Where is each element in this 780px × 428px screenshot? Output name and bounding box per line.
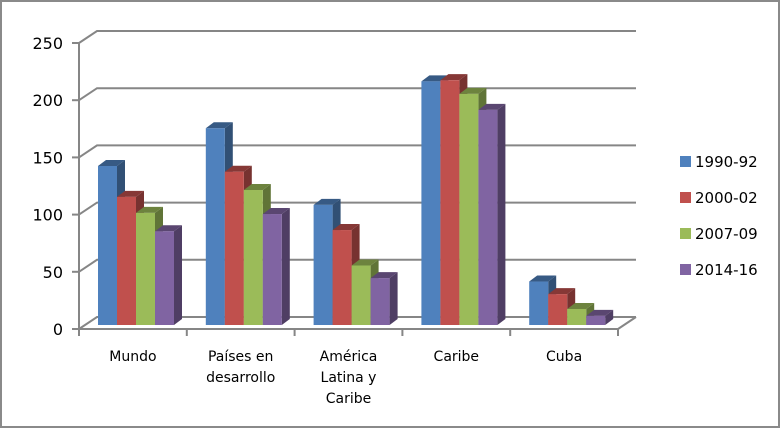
x-category-label: Caribe — [434, 349, 480, 365]
legend-swatch — [680, 192, 691, 203]
legend-label: 2014-16 — [695, 261, 758, 279]
gridline — [78, 30, 636, 44]
bar — [478, 103, 506, 325]
legend-swatch — [680, 264, 691, 275]
x-category-label: Caribe — [326, 391, 372, 407]
y-tick-label: 0 — [53, 320, 63, 339]
bar — [155, 225, 182, 325]
legend-swatch — [680, 228, 691, 239]
y-tick-label: 100 — [32, 206, 63, 225]
bar — [262, 208, 290, 325]
bar — [586, 309, 614, 325]
gridline — [78, 144, 636, 159]
x-category-label: Latina y — [321, 370, 377, 386]
y-tick-label: 250 — [32, 34, 63, 53]
x-category-label: Cuba — [546, 349, 582, 365]
y-tick-label: 200 — [32, 91, 63, 110]
x-category-label: América — [320, 349, 378, 365]
legend-label: 2007-09 — [695, 225, 758, 243]
bar — [370, 272, 398, 325]
legend-swatch — [680, 156, 691, 167]
y-tick-label: 50 — [43, 263, 63, 282]
legend-label: 2000-02 — [695, 189, 758, 207]
x-category-label: Países en — [208, 349, 273, 365]
bars — [98, 74, 614, 326]
y-tick-label: 150 — [32, 148, 63, 167]
legend: 1990-92 2000-02 2007-09 2014-16 — [680, 153, 758, 279]
gridline — [78, 87, 636, 102]
x-category-label: desarrollo — [206, 370, 275, 386]
x-category-label: Mundo — [109, 349, 156, 365]
legend-label: 1990-92 — [695, 153, 758, 171]
